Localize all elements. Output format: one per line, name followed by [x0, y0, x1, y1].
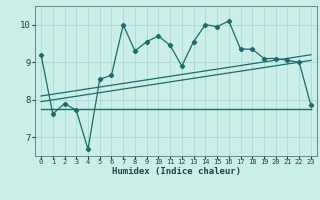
X-axis label: Humidex (Indice chaleur): Humidex (Indice chaleur) [111, 167, 241, 176]
